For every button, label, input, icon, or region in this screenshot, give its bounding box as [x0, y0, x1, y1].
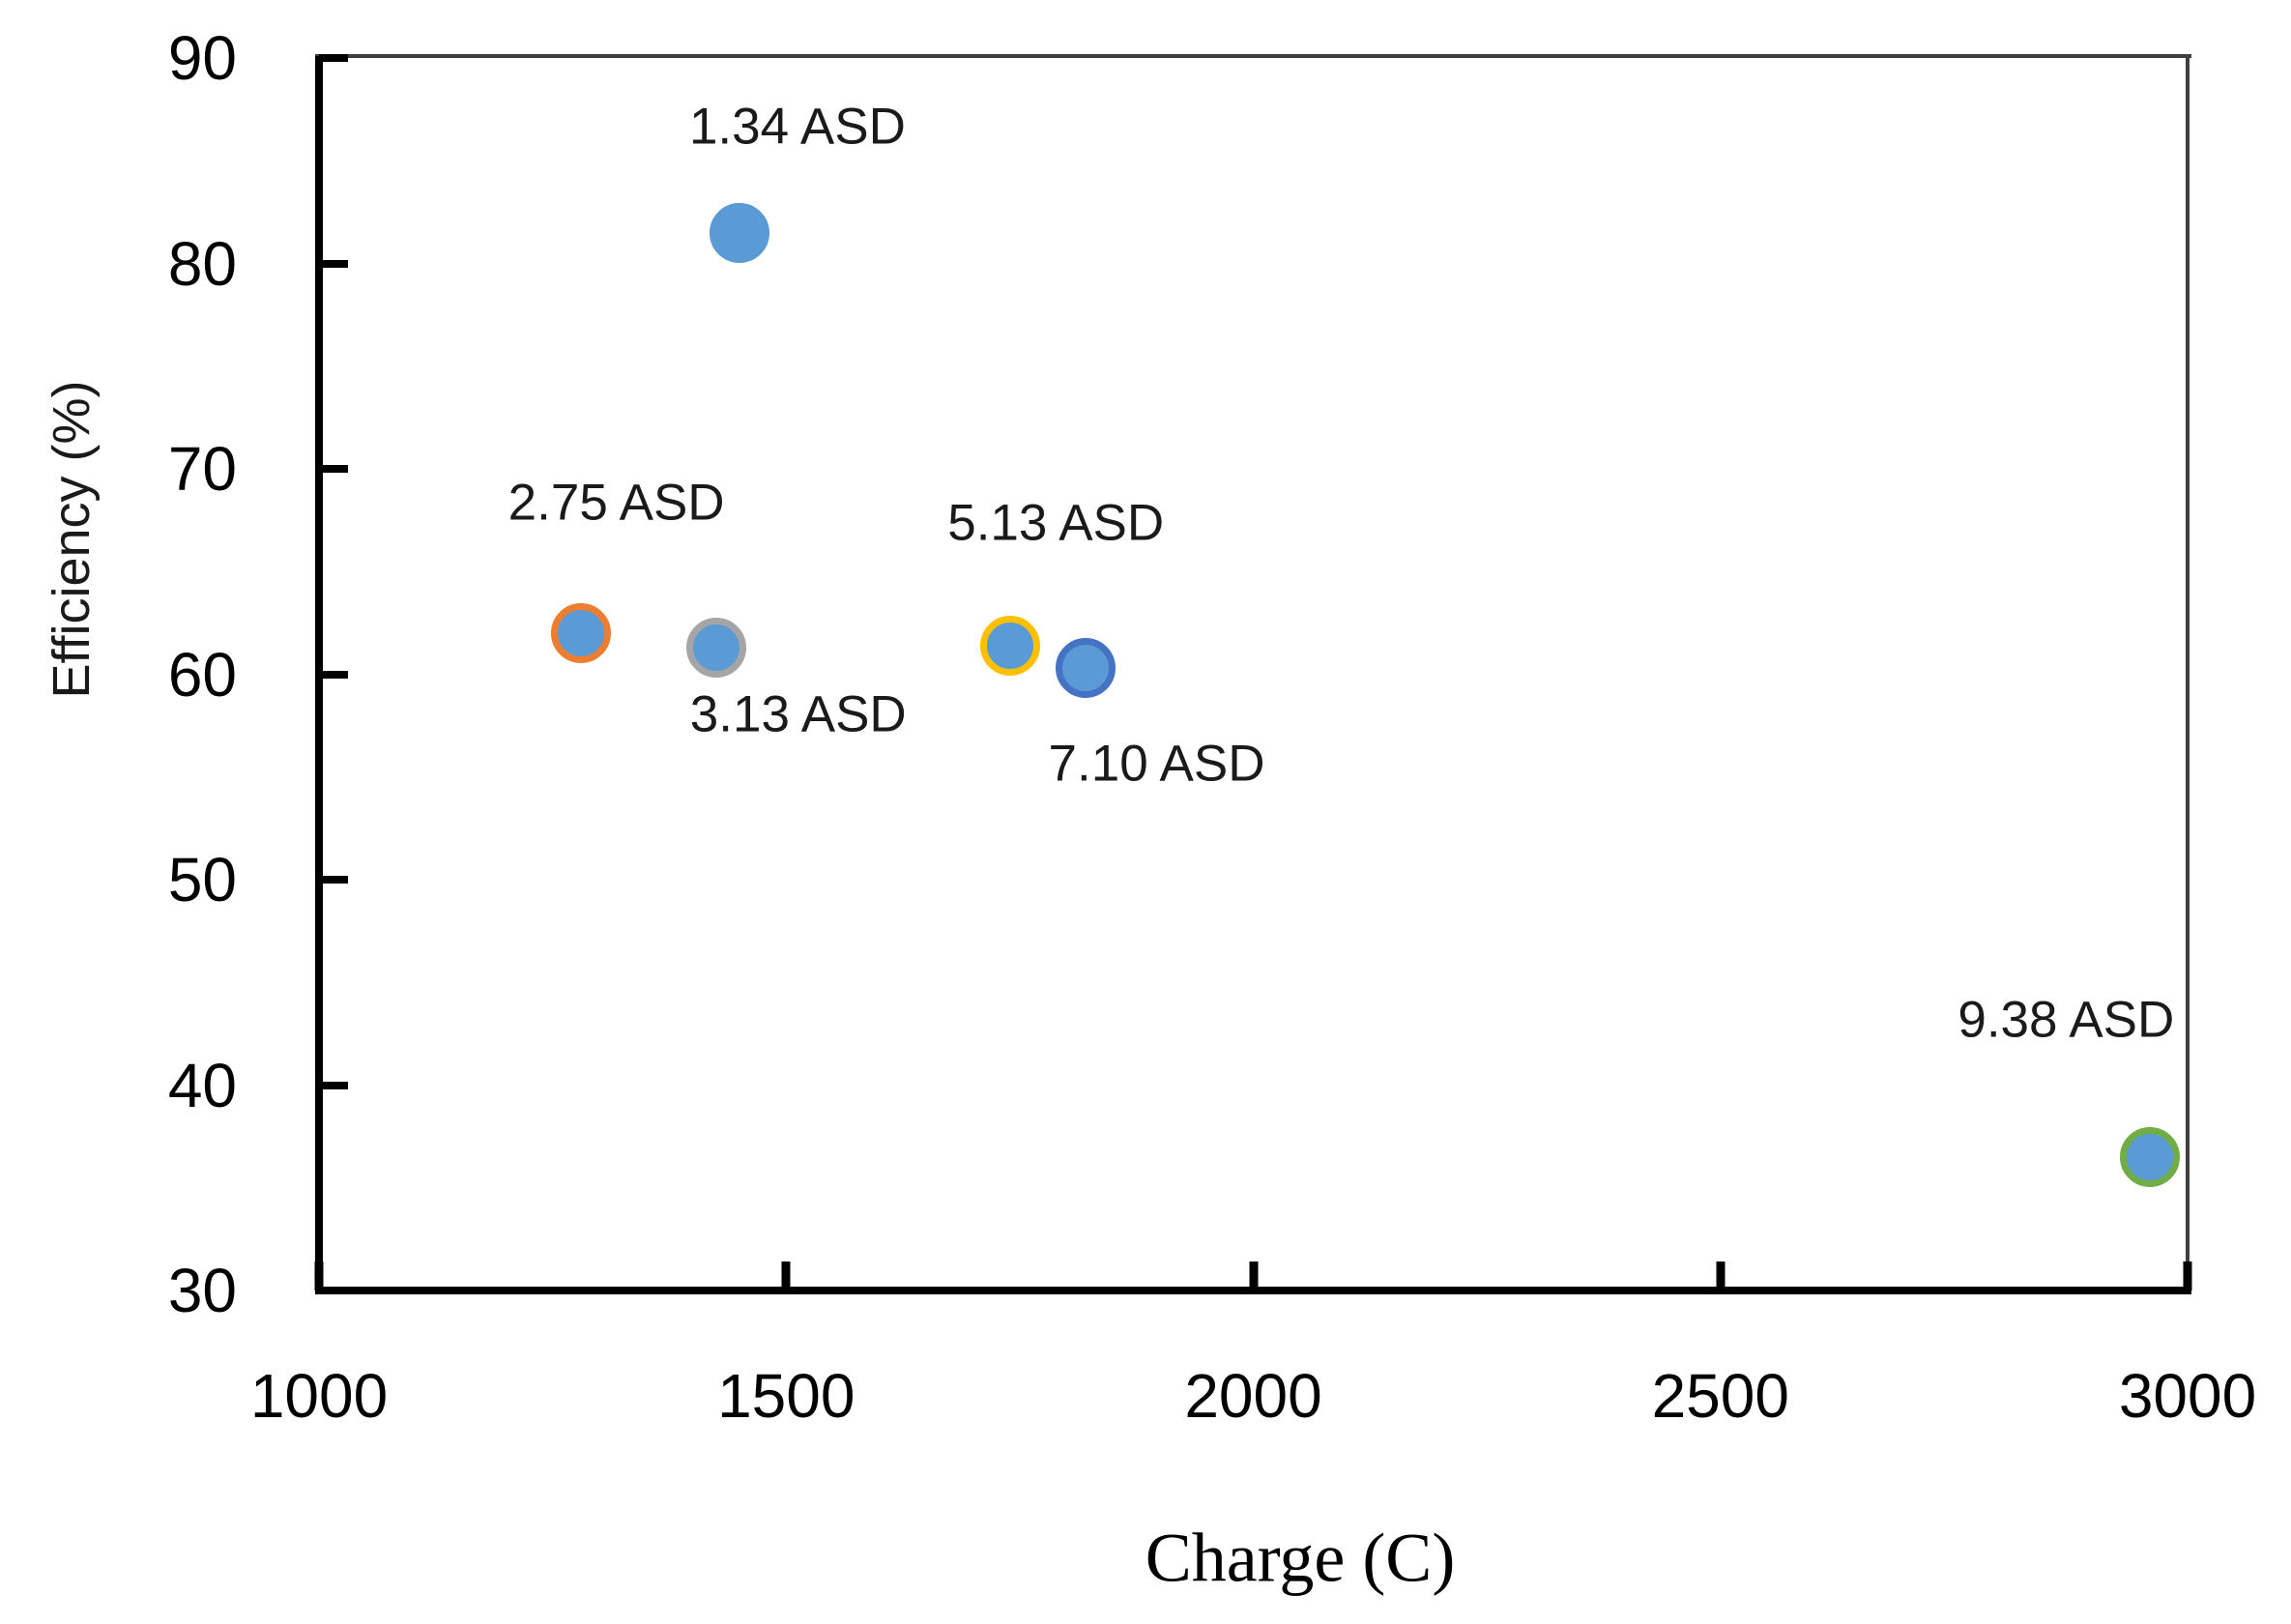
data-point-marker	[709, 202, 769, 263]
y-tick-mark	[319, 54, 348, 62]
y-tick-mark	[319, 259, 348, 268]
x-tick-mark	[2183, 1262, 2192, 1290]
x-tick-mark	[314, 1262, 324, 1290]
data-point-marker	[1055, 638, 1116, 699]
y-tick-mark	[319, 1081, 348, 1089]
y-tick-mark	[319, 670, 348, 679]
data-point-marker	[2120, 1126, 2181, 1187]
x-tick-mark	[781, 1262, 791, 1290]
y-tick-mark	[319, 465, 348, 473]
x-tick-label: 1500	[717, 1361, 856, 1431]
data-point-label: 2.75 ASD	[508, 474, 725, 532]
y-tick-mark	[319, 876, 348, 884]
data-point-label: 1.34 ASD	[688, 98, 906, 156]
x-tick-label: 1000	[249, 1361, 389, 1431]
data-point-label: 3.13 ASD	[689, 685, 907, 743]
x-tick-label: 3000	[2118, 1361, 2257, 1431]
data-point-label: 5.13 ASD	[947, 494, 1165, 552]
plot-frame-top	[315, 54, 2191, 58]
x-axis-line	[315, 1287, 2191, 1294]
y-tick-label: 60	[167, 639, 237, 710]
data-point-marker	[550, 603, 611, 663]
y-tick-label: 80	[167, 228, 237, 299]
y-tick-label: 40	[167, 1050, 237, 1120]
x-tick-mark	[1716, 1262, 1726, 1290]
y-tick-mark	[319, 1287, 348, 1294]
x-tick-label: 2500	[1651, 1361, 1789, 1431]
y-axis-title: Efficiency (%)	[43, 380, 101, 699]
x-tick-mark	[1249, 1262, 1258, 1290]
y-tick-label: 70	[167, 434, 237, 504]
data-point-label: 7.10 ASD	[1048, 735, 1265, 793]
y-tick-label: 30	[167, 1256, 237, 1325]
y-tick-label: 90	[167, 23, 237, 93]
data-point-marker	[980, 615, 1041, 676]
y-tick-label: 50	[167, 845, 237, 914]
data-point-label: 9.38 ASD	[1958, 991, 2175, 1049]
x-axis-title: Charge (C)	[1145, 1519, 1456, 1597]
x-tick-label: 2000	[1184, 1361, 1322, 1431]
plot-frame-right	[2186, 54, 2190, 1294]
plot-area: 1.34 ASD 2.75 ASD 3.13 ASD 5.13 ASD 7.10 ASD…	[314, 54, 2192, 1294]
data-point-marker	[685, 617, 746, 678]
